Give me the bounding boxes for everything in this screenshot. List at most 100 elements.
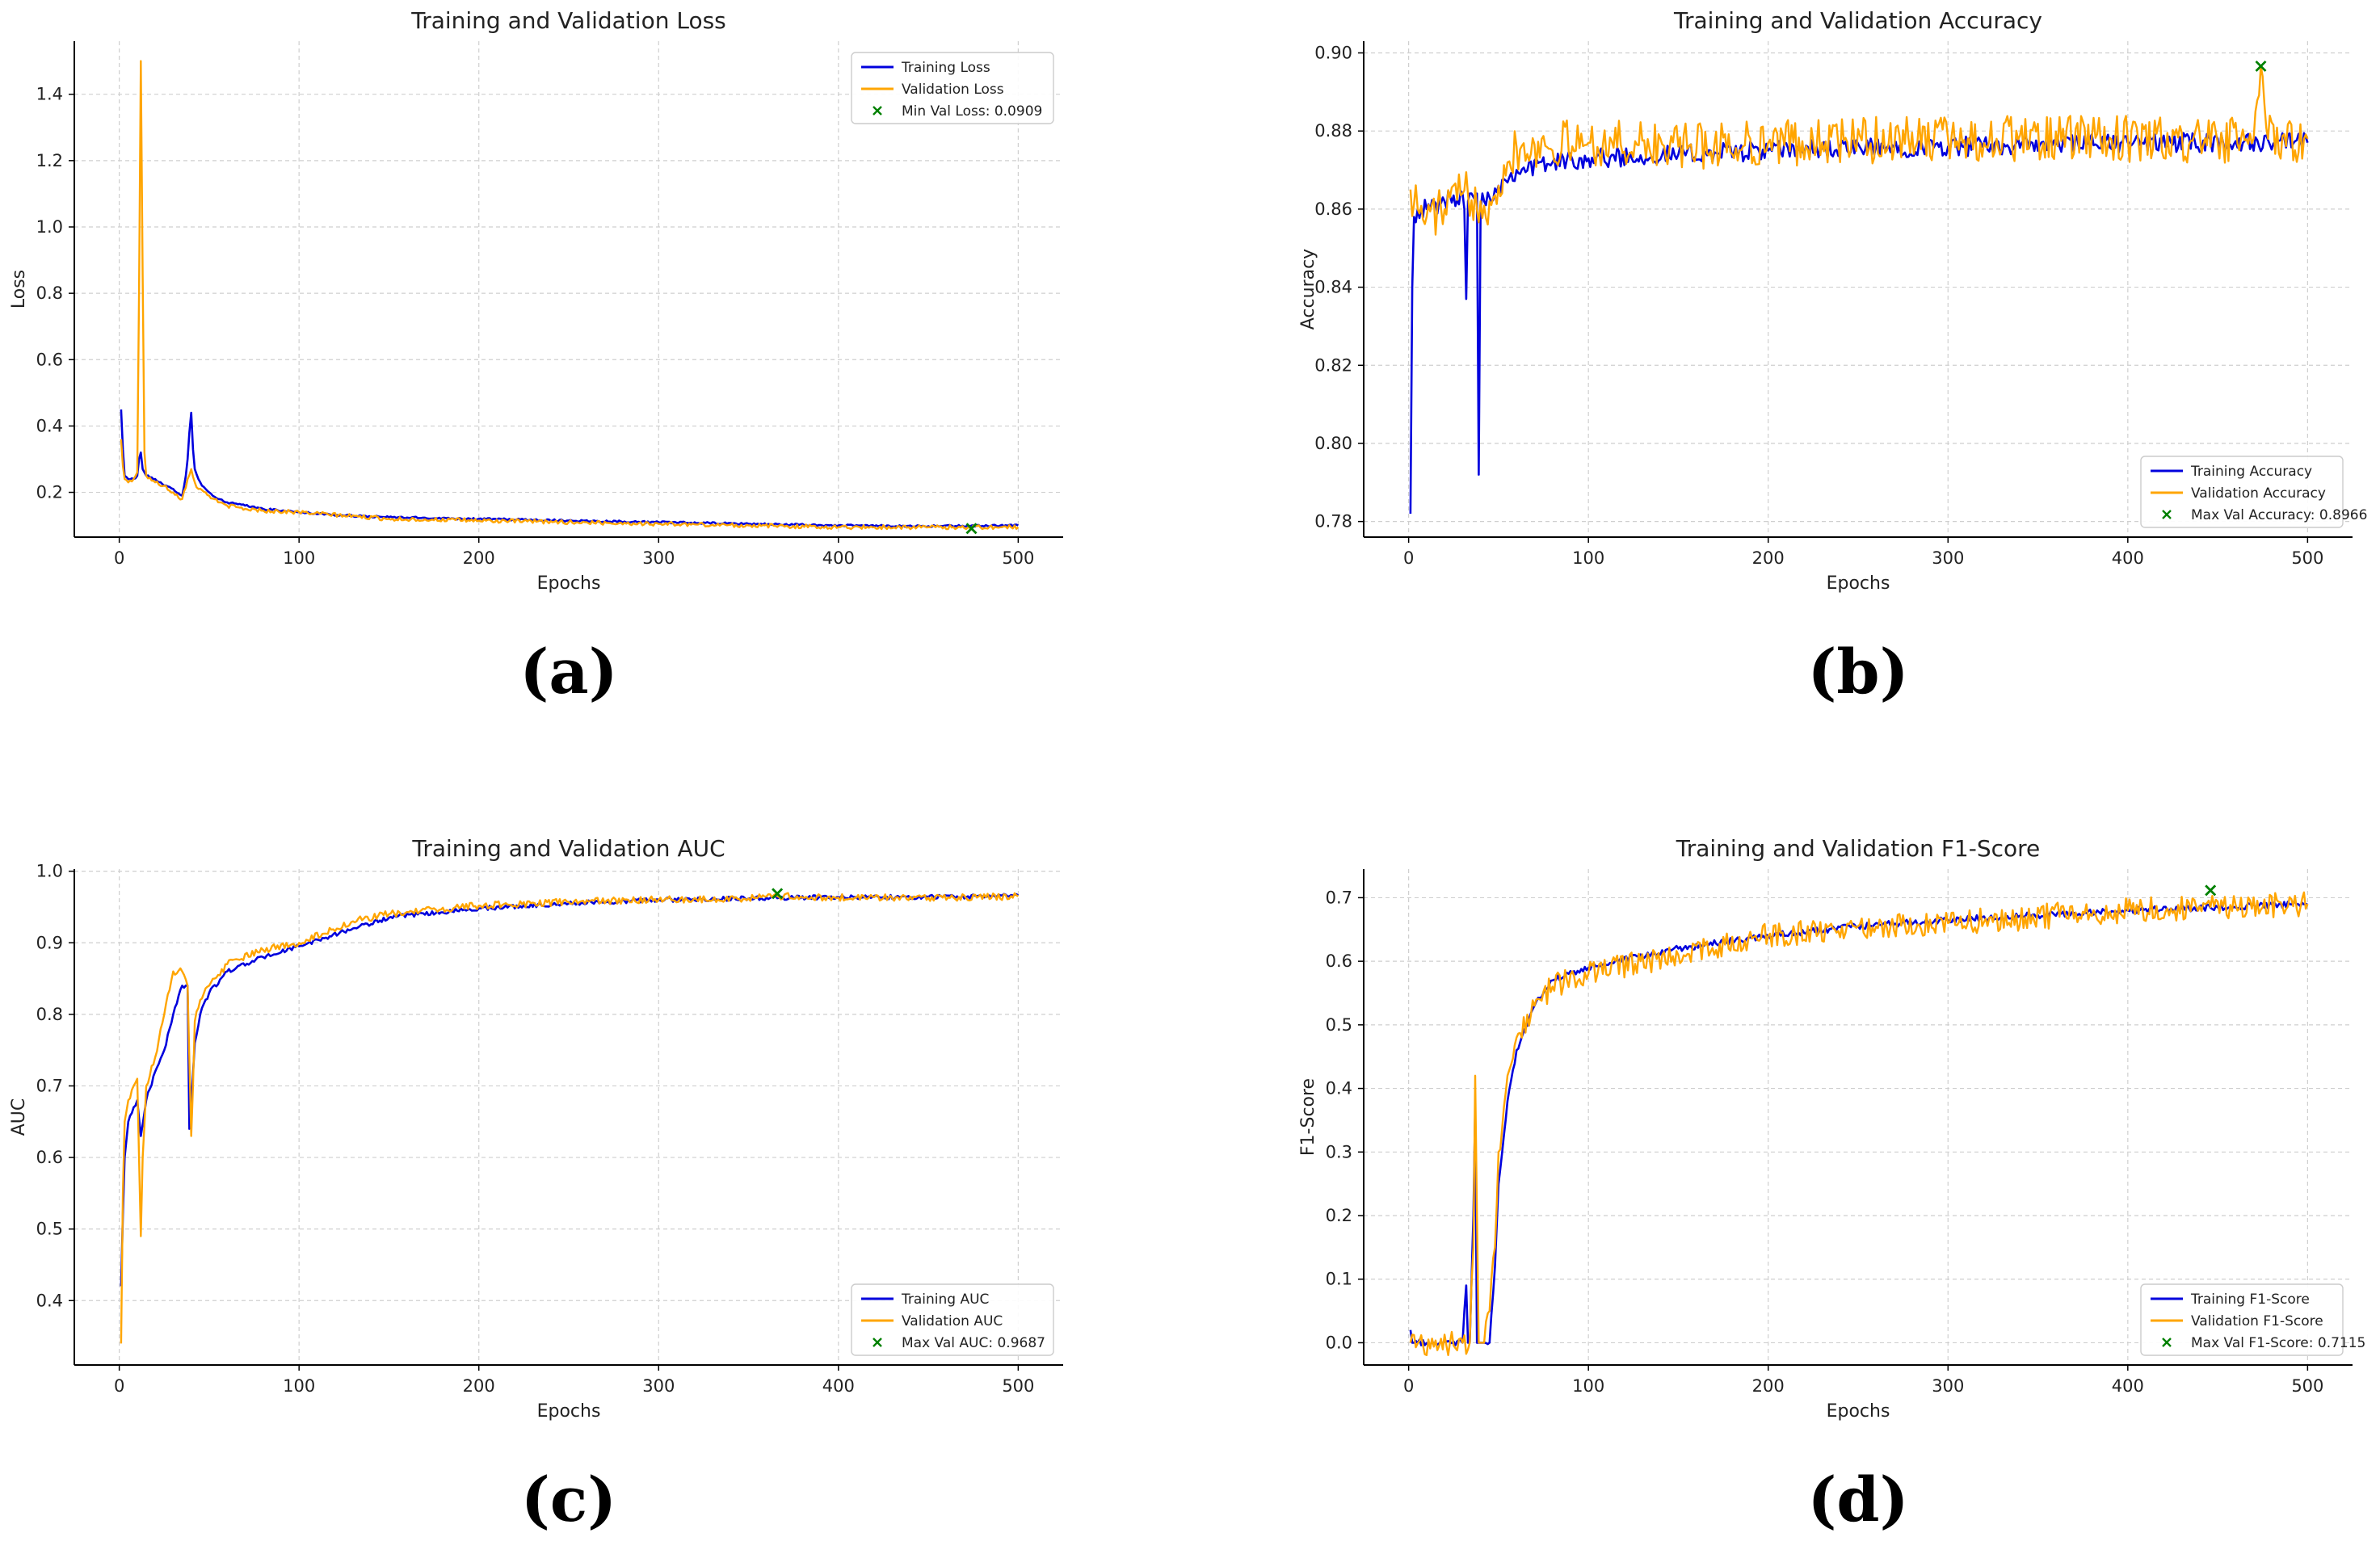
chart-panel-1: 0 100 200 300 400 500 0.2 0.4 0.6 0.8 1.0 1.2 1.4 Tra… [9, 7, 1063, 708]
x-tick-label: 300 [642, 548, 675, 568]
series-group [1409, 65, 2309, 514]
x-axis-label: Epochs [537, 1401, 601, 1422]
legend-entry-label: Min Val Loss: 0.0909 [902, 103, 1042, 120]
x-tick-label: 200 [463, 1376, 495, 1396]
best-value-marker [965, 523, 978, 535]
y-tick-label: 0.90 [1314, 44, 1352, 63]
chart-panel-3: 0 100 200 300 400 500 0.4 0.5 0.6 0.7 0.8 0.9 1.0 Tra… [9, 835, 1063, 1535]
y-tick-label: 1.4 [36, 85, 63, 104]
y-tick-label: 0.8 [36, 1005, 63, 1024]
series-group [120, 892, 1020, 1344]
y-tick-label: 0.86 [1314, 200, 1352, 219]
legend-entry-label: Training F1-Score [2190, 1292, 2310, 1308]
y-tick-label: 0.2 [36, 483, 63, 502]
best-value-marker [772, 888, 784, 900]
panel-caption: (c) [521, 1464, 616, 1535]
y-tick-label: 0.8 [36, 284, 63, 303]
y-tick-label: 1.2 [36, 151, 63, 170]
y-tick-label: 0.5 [36, 1220, 63, 1239]
x-tick-label: 100 [283, 1376, 315, 1396]
x-tick-label: 500 [2291, 1376, 2323, 1396]
legend-marker-swatch [2162, 510, 2172, 519]
x-tick-label: 300 [1932, 548, 1964, 568]
y-tick-label: 0.0 [1326, 1333, 1352, 1352]
validation-series-line [1409, 891, 2309, 1357]
legend-entry-label: Max Val Accuracy: 0.8966 [2191, 507, 2367, 523]
chart-panel-2: 0 100 200 300 400 500 0.78 0.80 0.82 0.84 0.86 0.88… [1298, 7, 2367, 708]
x-tick-label: 0 [114, 548, 124, 568]
chart-title: Training and Validation AUC [411, 835, 725, 862]
legend-entry-label: Validation AUC [902, 1313, 1003, 1329]
x-tick-label: 500 [1002, 1376, 1034, 1396]
validation-series-line [1409, 65, 2309, 236]
y-tick-label: 0.5 [1326, 1015, 1352, 1035]
y-tick-label: 0.6 [36, 1148, 63, 1167]
legend: Training F1-Score Validation F1-Score Max … [2140, 1283, 2365, 1356]
x-tick-label: 400 [822, 1376, 855, 1396]
x-tick-label: 0 [1403, 1376, 1414, 1396]
x-axis-label: Epochs [537, 573, 601, 594]
x-tick-label: 400 [822, 548, 855, 568]
x-tick-label: 0 [114, 1376, 124, 1396]
panel-caption: (d) [1807, 1464, 1908, 1535]
x-tick-label: 200 [1752, 1376, 1785, 1396]
legend-entry-label: Validation Loss [902, 82, 1004, 98]
legend: Training Loss Validation Loss Min Val Loss… [851, 52, 1054, 124]
y-tick-label: 0.7 [1326, 888, 1352, 907]
legend: Training AUC Validation AUC Max Val AUC: 0… [851, 1283, 1054, 1356]
best-value-marker [2205, 884, 2217, 897]
y-tick-label: 0.78 [1314, 512, 1352, 531]
y-tick-label: 0.84 [1314, 278, 1352, 297]
legend-entry-label: Validation F1-Score [2191, 1313, 2323, 1329]
x-tick-label: 100 [1572, 1376, 1604, 1396]
chart-title: Training and Validation Accuracy [1673, 7, 2042, 34]
chart-title: Training and Validation Loss [410, 7, 726, 34]
legend-entry-label: Max Val AUC: 0.9687 [902, 1335, 1045, 1351]
panel-caption: (b) [1807, 636, 1908, 708]
x-tick-label: 400 [2112, 1376, 2144, 1396]
y-tick-label: 0.4 [36, 1291, 63, 1310]
y-tick-label: 0.2 [1326, 1206, 1352, 1225]
legend-entry-label: Max Val F1-Score: 0.7115 [2191, 1335, 2365, 1351]
validation-series-line [120, 60, 1020, 531]
series-group [1409, 891, 2309, 1357]
validation-series-line [120, 892, 1019, 1344]
y-axis-label: Accuracy [1298, 249, 1318, 330]
x-tick-label: 500 [1002, 548, 1034, 568]
y-tick-label: 0.6 [36, 350, 63, 369]
legend-entry-label: Validation Accuracy [2191, 485, 2326, 502]
x-tick-label: 100 [1572, 548, 1604, 568]
y-tick-label: 0.9 [36, 933, 63, 952]
x-tick-label: 0 [1403, 548, 1414, 568]
x-tick-label: 100 [283, 548, 315, 568]
legend-marker-swatch [2162, 1338, 2172, 1347]
y-tick-label: 1.0 [36, 862, 63, 881]
chart-panel-4: 0 100 200 300 400 500 0.0 0.1 0.2 0.3 0.4 0.5 0.6 0.7… [1298, 835, 2365, 1535]
y-axis-label: Loss [9, 270, 29, 309]
y-tick-label: 1.0 [36, 217, 63, 237]
x-tick-label: 300 [642, 1376, 675, 1396]
y-tick-label: 0.3 [1326, 1142, 1352, 1161]
series-group [120, 60, 1020, 531]
y-tick-label: 0.82 [1314, 355, 1352, 375]
legend: Training Accuracy Validation Accuracy Max … [2140, 456, 2367, 528]
legend-marker-swatch [873, 106, 882, 116]
y-tick-label: 0.4 [1326, 1079, 1352, 1098]
y-axis-label: F1-Score [1298, 1078, 1318, 1156]
y-tick-label: 0.7 [36, 1076, 63, 1095]
x-tick-label: 300 [1932, 1376, 1964, 1396]
y-tick-label: 0.6 [1326, 951, 1352, 971]
chart-title: Training and Validation F1-Score [1676, 835, 2041, 862]
y-tick-label: 0.1 [1326, 1270, 1352, 1289]
x-axis-label: Epochs [1827, 573, 1890, 594]
y-axis-label: AUC [9, 1098, 29, 1136]
panel-caption: (a) [519, 636, 617, 708]
x-tick-label: 200 [463, 548, 495, 568]
x-tick-label: 200 [1752, 548, 1785, 568]
x-tick-label: 500 [2291, 548, 2323, 568]
y-tick-label: 0.4 [36, 416, 63, 435]
training-series-line [1409, 132, 2309, 514]
y-tick-label: 0.88 [1314, 121, 1352, 141]
x-tick-label: 400 [2112, 548, 2144, 568]
